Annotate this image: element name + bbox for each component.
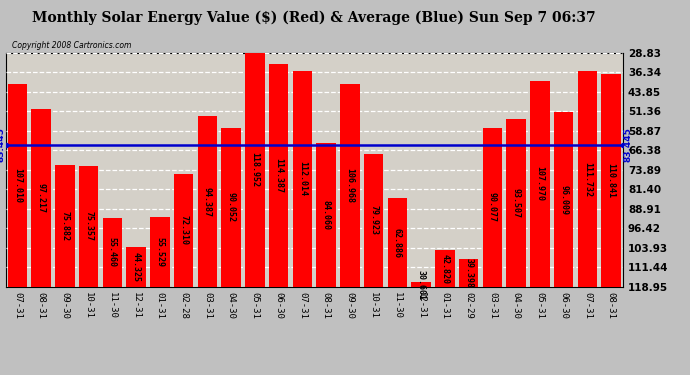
Bar <box>483 128 502 287</box>
Bar <box>245 53 265 287</box>
Bar <box>8 84 27 287</box>
Text: 90.052: 90.052 <box>226 192 236 222</box>
Bar <box>411 282 431 287</box>
Text: 83.445: 83.445 <box>0 128 6 162</box>
Text: 79.923: 79.923 <box>369 206 378 236</box>
Text: 114.387: 114.387 <box>274 158 283 193</box>
Text: 110.841: 110.841 <box>607 163 615 198</box>
Bar <box>388 198 407 287</box>
Bar <box>578 71 597 287</box>
Text: 97.217: 97.217 <box>37 183 46 213</box>
Text: 75.882: 75.882 <box>61 211 70 241</box>
Text: 44.325: 44.325 <box>132 252 141 282</box>
Text: 75.357: 75.357 <box>84 211 93 242</box>
Bar <box>364 154 384 287</box>
Text: 107.970: 107.970 <box>535 166 544 201</box>
Text: 39.398: 39.398 <box>464 258 473 288</box>
Bar <box>150 217 170 287</box>
Bar <box>459 260 478 287</box>
Bar <box>79 166 99 287</box>
Bar <box>197 116 217 287</box>
Bar <box>32 109 51 287</box>
Bar <box>293 70 312 287</box>
Bar <box>221 128 241 287</box>
Text: 55.529: 55.529 <box>155 237 164 267</box>
Text: 83.445: 83.445 <box>623 128 632 162</box>
Text: 96.009: 96.009 <box>559 184 568 214</box>
Text: Copyright 2008 Cartronics.com: Copyright 2008 Cartronics.com <box>12 41 131 50</box>
Bar <box>174 174 193 287</box>
Bar <box>317 143 336 287</box>
Text: 62.886: 62.886 <box>393 228 402 258</box>
Bar <box>126 247 146 287</box>
Bar <box>554 112 573 287</box>
Text: 106.968: 106.968 <box>346 168 355 203</box>
Bar <box>602 74 621 287</box>
Bar <box>340 84 359 287</box>
Bar <box>269 64 288 287</box>
Text: 94.387: 94.387 <box>203 187 212 217</box>
Text: 107.010: 107.010 <box>13 168 22 203</box>
Text: 42.820: 42.820 <box>440 254 449 284</box>
Text: 30.601: 30.601 <box>417 270 426 300</box>
Text: 111.732: 111.732 <box>583 162 592 196</box>
Bar <box>103 217 122 287</box>
Text: 112.014: 112.014 <box>298 161 307 196</box>
Bar <box>435 251 455 287</box>
Bar <box>530 81 550 287</box>
Text: 93.507: 93.507 <box>512 188 521 218</box>
Bar <box>55 165 75 287</box>
Text: 90.077: 90.077 <box>488 192 497 222</box>
Text: 84.060: 84.060 <box>322 200 331 230</box>
Text: 55.460: 55.460 <box>108 237 117 267</box>
Bar <box>506 118 526 287</box>
Text: 118.952: 118.952 <box>250 152 259 187</box>
Text: 72.310: 72.310 <box>179 215 188 245</box>
Text: Monthly Solar Energy Value ($) (Red) & Average (Blue) Sun Sep 7 06:37: Monthly Solar Energy Value ($) (Red) & A… <box>32 10 596 25</box>
